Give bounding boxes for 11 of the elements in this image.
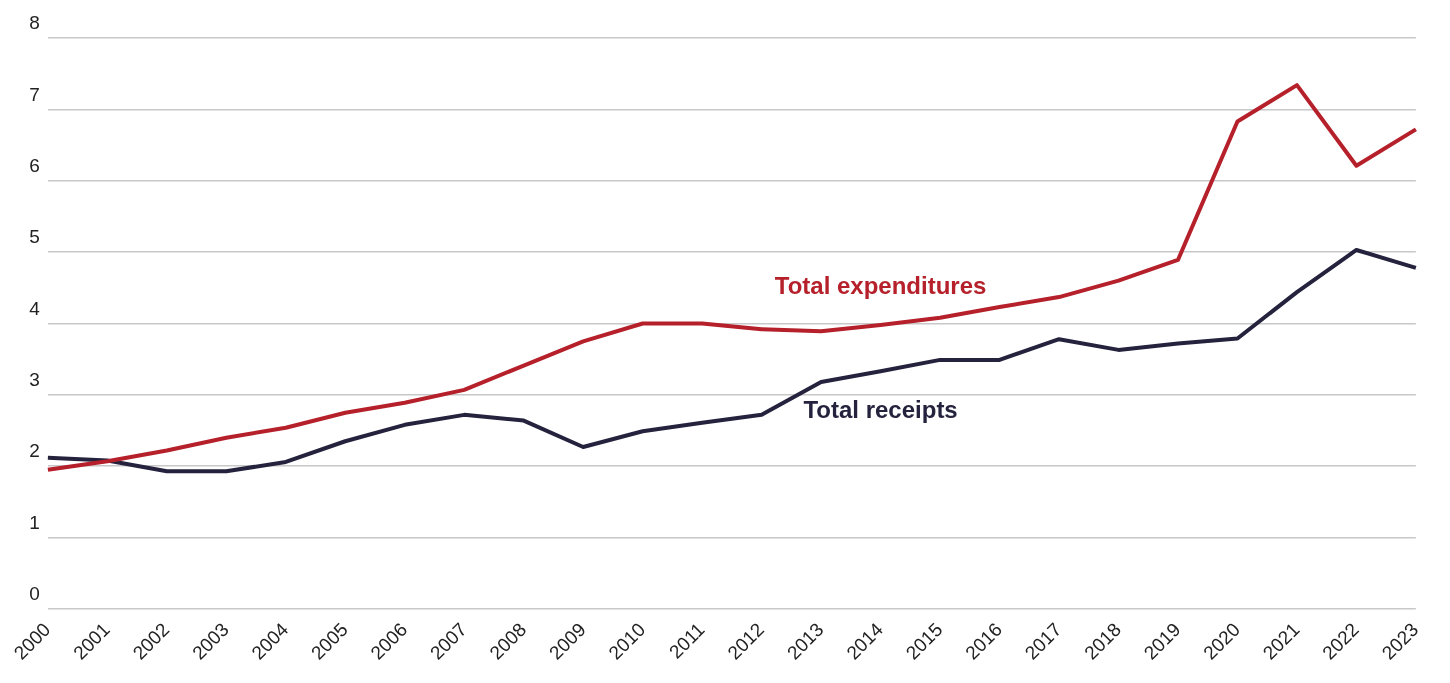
y-tick-label: 7: [29, 83, 40, 105]
y-tick-label: 4: [29, 297, 41, 319]
y-tick-label: 8: [29, 12, 40, 34]
series-label: Total receipts: [803, 395, 958, 423]
y-tick-label: 2: [29, 440, 40, 462]
y-tick-label: 1: [29, 511, 40, 533]
y-tick-label: 3: [29, 369, 40, 391]
y-tick-label: 0: [29, 583, 40, 605]
series-label: Total expenditures: [774, 271, 987, 299]
y-tick-label: 6: [29, 154, 40, 176]
y-tick-label: 5: [29, 226, 40, 248]
